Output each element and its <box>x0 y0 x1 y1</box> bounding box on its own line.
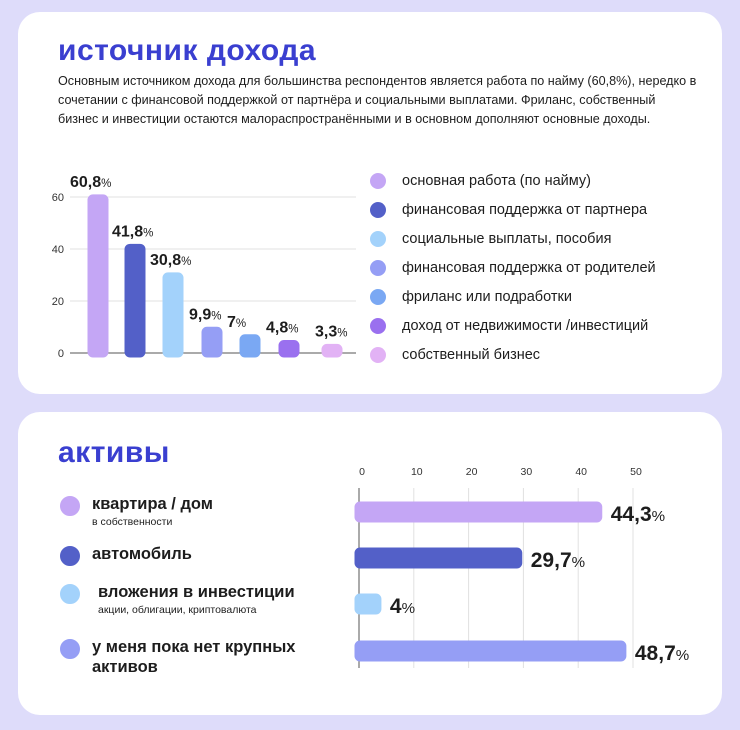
bar <box>278 340 300 358</box>
legend-dot-icon <box>370 259 386 276</box>
y-tick-label: 40 <box>52 244 64 256</box>
legend-label: финансовая поддержка от родителей <box>402 259 656 276</box>
bar <box>354 501 603 523</box>
bar-value-label: 30,8% <box>150 252 191 269</box>
legend-dot-icon <box>370 201 386 218</box>
bar-value-label: 3,3% <box>315 323 348 340</box>
income-card: источник дохода Основным источником дохо… <box>18 12 722 394</box>
legend-label: доход от недвижимости /инвестиций <box>402 317 649 334</box>
x-tick-label: 20 <box>466 466 478 478</box>
legend-dot-icon <box>370 317 386 334</box>
legend-item: доход от недвижимости /инвестиций <box>370 311 656 340</box>
asset-sublabel: акции, облигации, криптовалюта <box>98 604 257 616</box>
asset-label: у меня пока нет крупных активов <box>92 638 296 676</box>
legend-dot-icon <box>370 172 386 189</box>
legend-dot-icon <box>60 639 80 659</box>
y-tick-label: 0 <box>58 348 64 360</box>
assets-title: активы <box>58 436 170 469</box>
bar-value-label: 7% <box>227 314 246 331</box>
x-tick-label: 30 <box>521 466 533 478</box>
legend-label: финансовая поддержка от партнера <box>402 201 648 218</box>
bar-value-label: 60,8% <box>70 174 111 191</box>
bar <box>321 343 343 358</box>
asset-legend-item: автомобиль <box>60 544 192 566</box>
asset-legend-item: вложения в инвестиции акции, облигации, к… <box>60 582 295 616</box>
legend-dot-icon <box>370 346 386 363</box>
legend-dot-icon <box>60 496 80 516</box>
x-tick-label: 40 <box>575 466 587 478</box>
bar <box>354 593 382 615</box>
x-tick-label: 10 <box>411 466 423 478</box>
income-title: источник дохода <box>58 34 317 67</box>
income-legend: основная работа (по найму) финансовая под… <box>370 166 656 369</box>
legend-item: фриланс или подработки <box>370 282 656 311</box>
bar-value-label: 4,8% <box>266 320 299 337</box>
bar-value-label: 44,3% <box>611 503 665 526</box>
income-chart: 0 20 40 60 60,8% 41,8% 30,8% 9,9% 7% 4,8% 3,3% <box>52 174 356 360</box>
legend-item: основная работа (по найму) <box>370 166 656 195</box>
asset-sublabel: в собственности <box>92 516 173 528</box>
legend-item: собственный бизнес <box>370 340 656 369</box>
asset-label: автомобиль <box>92 545 192 563</box>
y-tick-label: 20 <box>52 296 64 308</box>
asset-legend-item: у меня пока нет крупных активов <box>60 637 322 679</box>
income-description: Основным источником дохода для большинст… <box>58 74 697 126</box>
bar-value-label: 9,9% <box>189 306 222 323</box>
bar <box>201 326 223 358</box>
bar <box>239 334 261 358</box>
legend-item: социальные выплаты, пособия <box>370 224 656 253</box>
bar <box>354 640 627 662</box>
asset-label: вложения в инвестиции <box>98 583 295 601</box>
bar <box>354 547 523 569</box>
x-tick-label: 0 <box>359 466 365 478</box>
asset-label: квартира / дом <box>92 495 213 513</box>
legend-item: финансовая поддержка от партнера <box>370 195 656 224</box>
bar <box>87 194 109 358</box>
bar <box>162 272 184 358</box>
y-tick-label: 60 <box>52 192 64 204</box>
asset-legend-item: квартира / дом в собственности <box>60 494 213 528</box>
legend-item: финансовая поддержка от родителей <box>370 253 656 282</box>
legend-dot-icon <box>370 288 386 305</box>
bar-value-label: 29,7% <box>531 549 585 572</box>
assets-chart: 0 10 20 30 40 50 44,3% 29,7% 4% 48,7% <box>354 466 689 668</box>
legend-label: основная работа (по найму) <box>402 172 591 189</box>
assets-card: активы квартира / дом в собственности авто… <box>18 412 722 715</box>
bar-value-label: 4% <box>390 595 415 618</box>
legend-label: собственный бизнес <box>402 346 541 363</box>
x-tick-label: 50 <box>630 466 642 478</box>
legend-dot-icon <box>370 230 386 247</box>
legend-label: фриланс или подработки <box>402 288 572 305</box>
bar <box>124 243 146 358</box>
legend-dot-icon <box>60 584 80 604</box>
legend-dot-icon <box>60 546 80 566</box>
bar-value-label: 41,8% <box>112 223 153 240</box>
legend-label: социальные выплаты, пособия <box>402 230 612 247</box>
bar-value-label: 48,7% <box>635 642 689 665</box>
